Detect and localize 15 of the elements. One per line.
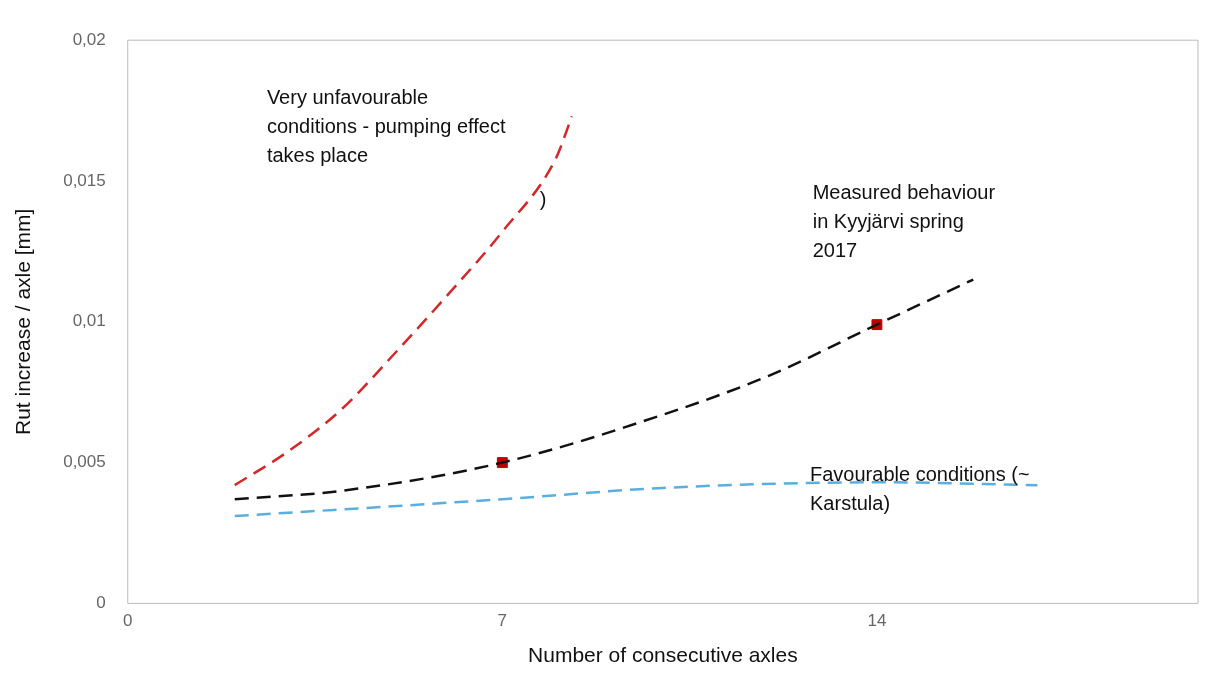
line-series (233, 114, 574, 487)
series-label: Very unfavourable conditions - pumping effect takes place (266, 85, 506, 166)
series-label: Measured behaviour in Kyyjärvi spring 2017 (812, 181, 996, 262)
x-axis-title: Number of consecutive axles (528, 643, 798, 667)
y-tick-label: 0,01 (72, 311, 106, 331)
x-tick-label: 14 (867, 611, 887, 631)
series-label: Favourable conditions (~ Karstula) (810, 462, 1030, 514)
y-tick-label: 0,005 (63, 452, 106, 472)
x-tick-label: 7 (497, 611, 508, 631)
y-axis-title: Rut increase / axle [mm] (11, 208, 35, 435)
y-tick-label: 0 (96, 593, 106, 613)
annotation: ) (539, 188, 547, 211)
y-tick-label: 0,015 (63, 170, 106, 190)
y-tick-label: 0,02 (72, 29, 106, 49)
x-tick-label: 0 (123, 611, 133, 631)
